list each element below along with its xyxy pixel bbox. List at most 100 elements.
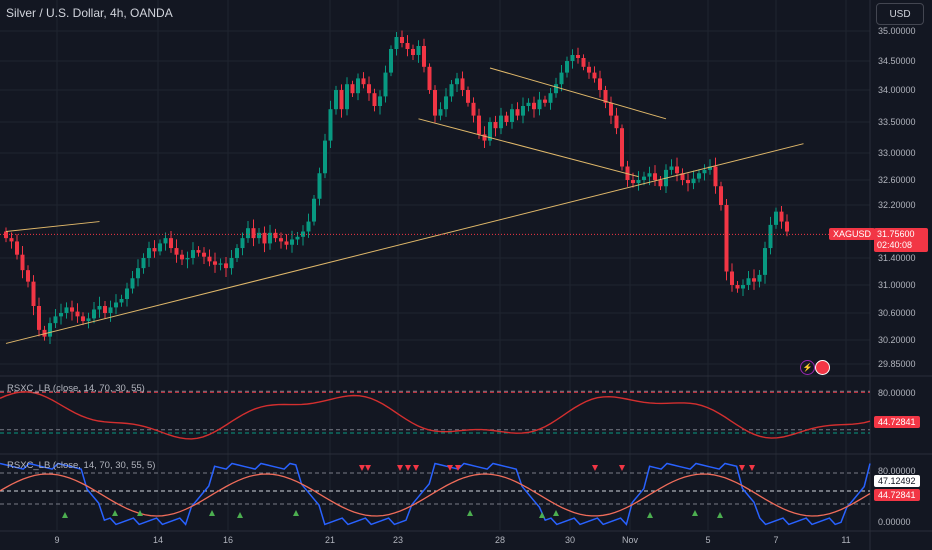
candle-body (31, 281, 36, 306)
sell-signal-marker (365, 465, 371, 471)
candle-body (339, 90, 344, 110)
candle-body (477, 115, 481, 135)
candle-body (636, 180, 641, 184)
candle-body (59, 313, 63, 317)
candle-body (218, 263, 223, 265)
candle-body (97, 306, 102, 310)
sell-signal-marker (359, 465, 365, 471)
candle-body (713, 166, 718, 187)
candle-body (53, 316, 58, 324)
time-axis-labels: 9 14 16 21 23 28 30 Nov 5 7 11 (54, 535, 850, 545)
candle-body (312, 198, 316, 222)
candle-body (119, 299, 124, 303)
currency-button[interactable]: USD (876, 3, 924, 25)
candle-body (581, 58, 586, 67)
countdown-timer: 02:40:08 (877, 240, 913, 250)
indicator-2-value-tag-b: 44.72841 (874, 489, 920, 501)
candle-body (444, 96, 448, 110)
candle-body (103, 306, 107, 313)
price-axis-label: 29.85000 (878, 359, 916, 369)
symbol-title: Silver / U.S. Dollar, 4h, OANDA (6, 6, 173, 20)
candle-body (268, 232, 272, 244)
candle-body (631, 180, 635, 184)
candle-body (295, 236, 300, 240)
time-axis-label: 28 (495, 535, 505, 545)
candle-body (108, 307, 113, 313)
candle-body (691, 178, 696, 184)
indicator-1-label: RSXC_LB (close, 14, 70, 30, 55) (7, 383, 145, 394)
candle-body (350, 84, 355, 94)
price-axis-label: 35.00000 (878, 26, 916, 36)
candle-body (719, 186, 723, 205)
time-axis-label: 11 (841, 535, 850, 545)
candle-body (433, 90, 437, 116)
current-price-value: 31.75600 (877, 229, 915, 239)
candle-body (92, 309, 96, 319)
candle-body (328, 109, 333, 141)
candle-body (746, 278, 751, 285)
candle-body (543, 99, 547, 103)
ind2-axis-label: 0.00000 (878, 517, 911, 527)
candle-body (213, 261, 217, 265)
candle-body (730, 271, 734, 285)
candle-body (609, 102, 613, 116)
candle-body (647, 173, 652, 177)
candle-body (174, 248, 179, 255)
price-axis-label: 33.00000 (878, 148, 916, 158)
candle-body (86, 318, 91, 322)
lightning-icon[interactable]: ⚡ (800, 360, 815, 375)
ind1-line (0, 391, 871, 440)
candle-body (576, 55, 580, 58)
candle-body (785, 221, 789, 232)
candle-body (537, 99, 542, 110)
time-axis-label: 7 (773, 535, 778, 545)
candle-body (400, 37, 404, 43)
candle-body (526, 102, 531, 106)
candle-body (20, 254, 25, 271)
candle-body (768, 224, 773, 249)
candle-body (471, 102, 476, 116)
sell-signal-marker (413, 465, 419, 471)
candle-body (284, 241, 289, 245)
candle-body (669, 166, 674, 170)
time-axis-label: 23 (393, 535, 403, 545)
candle-body (147, 248, 151, 258)
candle-body (262, 232, 267, 244)
buy-signal-marker (717, 512, 723, 518)
candle-body (246, 228, 250, 239)
indicator-1-value-tag: 44.72841 (874, 416, 920, 428)
candle-body (411, 49, 415, 55)
candle-body (466, 90, 470, 103)
price-axis-label: 31.00000 (878, 280, 916, 290)
candle-body (361, 78, 366, 85)
candle-body (510, 109, 514, 122)
candle-body (598, 78, 602, 90)
candle-body (158, 243, 162, 252)
candle-body (521, 106, 525, 116)
candle-body (592, 72, 597, 79)
candle-body (488, 122, 492, 141)
candle-body (499, 115, 503, 129)
trendline (5, 143, 804, 344)
candle-body (603, 90, 608, 103)
candle-body (279, 238, 283, 242)
price-axis-label: 34.50000 (878, 56, 916, 66)
us-flag-icon[interactable] (815, 360, 830, 375)
candle-body (741, 285, 745, 289)
candle-body (702, 169, 707, 174)
candle-body (169, 238, 173, 249)
candle-body (202, 252, 206, 257)
trendline (418, 118, 639, 178)
candle-body (697, 173, 701, 179)
price-axis-label: 32.20000 (878, 200, 916, 210)
ind2-axis-label: 80.00000 (878, 466, 916, 476)
candle-body (532, 102, 536, 110)
candle-body (680, 173, 685, 180)
candle-body (141, 258, 146, 269)
candle-body (493, 122, 498, 129)
ind2-slow-line (0, 473, 871, 517)
time-axis-label: 5 (705, 535, 710, 545)
candle-body (724, 205, 729, 272)
candle-body (356, 78, 360, 94)
